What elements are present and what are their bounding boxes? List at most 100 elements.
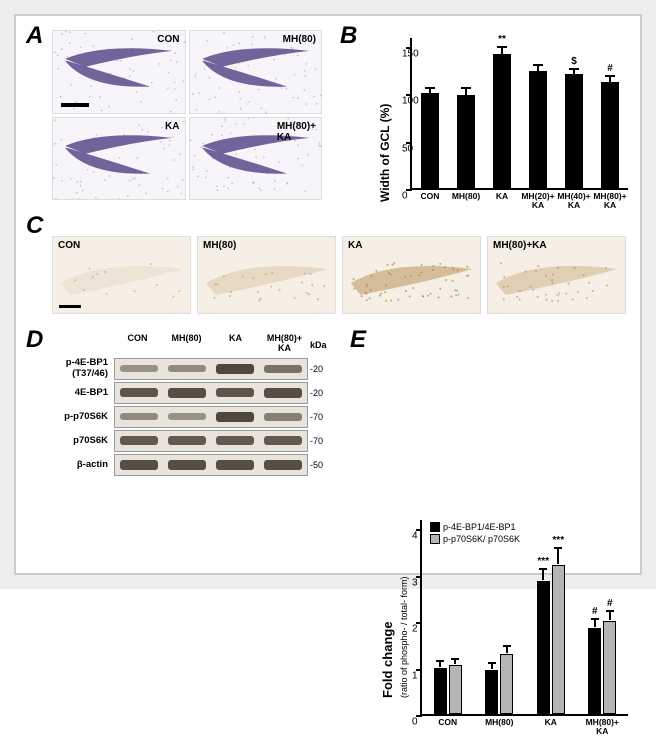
lane-label: KA bbox=[212, 334, 259, 354]
error-cap bbox=[436, 660, 444, 662]
kda-label: -70 bbox=[310, 412, 338, 422]
bar: # bbox=[603, 621, 616, 714]
panel-e-chart: Fold change (ratio of phospho- / total- … bbox=[382, 520, 634, 740]
kda-label: -70 bbox=[310, 436, 338, 446]
y-tick-mark bbox=[416, 529, 422, 531]
y-tick-mark bbox=[416, 669, 422, 671]
bar-group: # #MH(80)+KA bbox=[588, 621, 616, 714]
error-bar bbox=[557, 548, 559, 564]
error-cap bbox=[606, 610, 614, 612]
y-tick-label: 4 bbox=[412, 531, 418, 542]
y-tick-mark bbox=[416, 576, 422, 578]
scale-bar bbox=[59, 305, 81, 308]
bar-group: MH(80) bbox=[485, 654, 513, 714]
lane-header: CONMH(80)KAMH(80)+KA bbox=[114, 334, 308, 354]
error-bar bbox=[506, 646, 508, 653]
protein-label: p-p70S6K bbox=[50, 412, 112, 422]
legend-label: p-4E-BP1/4E-BP1 bbox=[443, 522, 516, 532]
ihc-image: CON bbox=[52, 236, 191, 314]
chart-b-ylabel: Width of GCL (%) bbox=[378, 104, 392, 202]
panel-a-images: CON MH(80) KA MH(80)+KA bbox=[52, 30, 322, 200]
panel-label-c: C bbox=[26, 212, 43, 240]
lane-label: MH(80)+KA bbox=[261, 334, 308, 354]
error-bar bbox=[465, 88, 467, 96]
y-tick-mark bbox=[416, 622, 422, 624]
x-tick-label: MH(80)+KA bbox=[582, 718, 622, 736]
lane-label: CON bbox=[114, 334, 161, 354]
error-cap bbox=[569, 68, 579, 70]
error-cap bbox=[591, 618, 599, 620]
band bbox=[168, 388, 206, 398]
y-tick-label: 3 bbox=[412, 577, 418, 588]
error-bar bbox=[542, 569, 544, 581]
x-tick-label: KA bbox=[531, 718, 571, 727]
kda-header: kDa bbox=[310, 340, 338, 350]
chart-e-bars: CON MH(80) *** ***KA # #MH(80)+KA bbox=[422, 530, 628, 714]
band bbox=[216, 388, 254, 397]
figure-inner: A CONMH(80)KAMH(80)+KA B Width of GCL (%… bbox=[14, 14, 642, 575]
panel-label-d: D bbox=[26, 326, 43, 354]
bar-group: CON bbox=[434, 665, 462, 714]
band bbox=[120, 436, 158, 445]
error-cap bbox=[554, 547, 562, 549]
error-cap bbox=[461, 87, 471, 89]
bar bbox=[500, 654, 513, 714]
kda-label: -20 bbox=[310, 388, 338, 398]
error-bar bbox=[594, 619, 596, 627]
x-tick-label: MH(20)+KA bbox=[518, 192, 558, 210]
image-label: MH(80)+KA bbox=[277, 121, 316, 143]
image-label: CON bbox=[58, 240, 80, 251]
bar: *** bbox=[552, 565, 565, 714]
band bbox=[216, 412, 254, 422]
band bbox=[216, 436, 254, 445]
x-tick-label: CON bbox=[428, 718, 468, 727]
axis-x bbox=[420, 714, 628, 716]
bar bbox=[421, 93, 439, 188]
error-cap bbox=[605, 75, 615, 77]
x-tick-label: MH(80) bbox=[446, 192, 486, 201]
bar: # bbox=[588, 628, 601, 714]
legend-item: p-4E-BP1/4E-BP1 bbox=[430, 522, 516, 532]
band bbox=[216, 460, 254, 470]
significance-marker: # bbox=[592, 606, 598, 617]
y-tick-label: 0 bbox=[412, 717, 418, 728]
y-tick-mark bbox=[406, 142, 412, 144]
x-tick-label: KA bbox=[482, 192, 522, 201]
bar: $ bbox=[565, 74, 583, 188]
image-label: CON bbox=[157, 34, 179, 45]
blot-strip bbox=[114, 382, 308, 404]
error-bar bbox=[609, 611, 611, 620]
image-label: KA bbox=[165, 121, 179, 132]
band bbox=[168, 413, 206, 420]
y-tick-mark bbox=[406, 47, 412, 49]
blot-strip bbox=[114, 430, 308, 452]
bar bbox=[529, 71, 547, 188]
band bbox=[168, 460, 206, 470]
figure-frame: A CONMH(80)KAMH(80)+KA B Width of GCL (%… bbox=[0, 0, 656, 589]
legend-swatch bbox=[430, 522, 440, 532]
x-tick-label: MH(40)+KA bbox=[554, 192, 594, 210]
axis-x bbox=[410, 188, 628, 190]
significance-marker: $ bbox=[571, 56, 577, 67]
bar bbox=[449, 665, 462, 714]
lane-label: MH(80) bbox=[163, 334, 210, 354]
bar-group: CON bbox=[421, 93, 439, 188]
image-label: MH(80)+KA bbox=[493, 240, 547, 251]
band bbox=[264, 460, 302, 470]
y-tick-label: 100 bbox=[402, 96, 419, 107]
chart-e-ylabel: Fold change (ratio of phospho- / total- … bbox=[380, 576, 410, 698]
significance-marker: *** bbox=[537, 556, 549, 567]
y-tick-label: 150 bbox=[402, 49, 419, 60]
band bbox=[120, 413, 158, 420]
bar bbox=[485, 670, 498, 714]
bar-group: # MH(80)+KA bbox=[601, 82, 619, 188]
error-cap bbox=[503, 645, 511, 647]
error-cap bbox=[425, 87, 435, 89]
y-tick-mark bbox=[406, 189, 412, 191]
scale-bar bbox=[61, 103, 89, 107]
histology-image: CON bbox=[52, 30, 186, 114]
significance-marker: ** bbox=[498, 34, 506, 45]
histology-image: MH(80)+KA bbox=[189, 117, 323, 201]
error-cap bbox=[497, 46, 507, 48]
histology-image: MH(80) bbox=[189, 30, 323, 114]
